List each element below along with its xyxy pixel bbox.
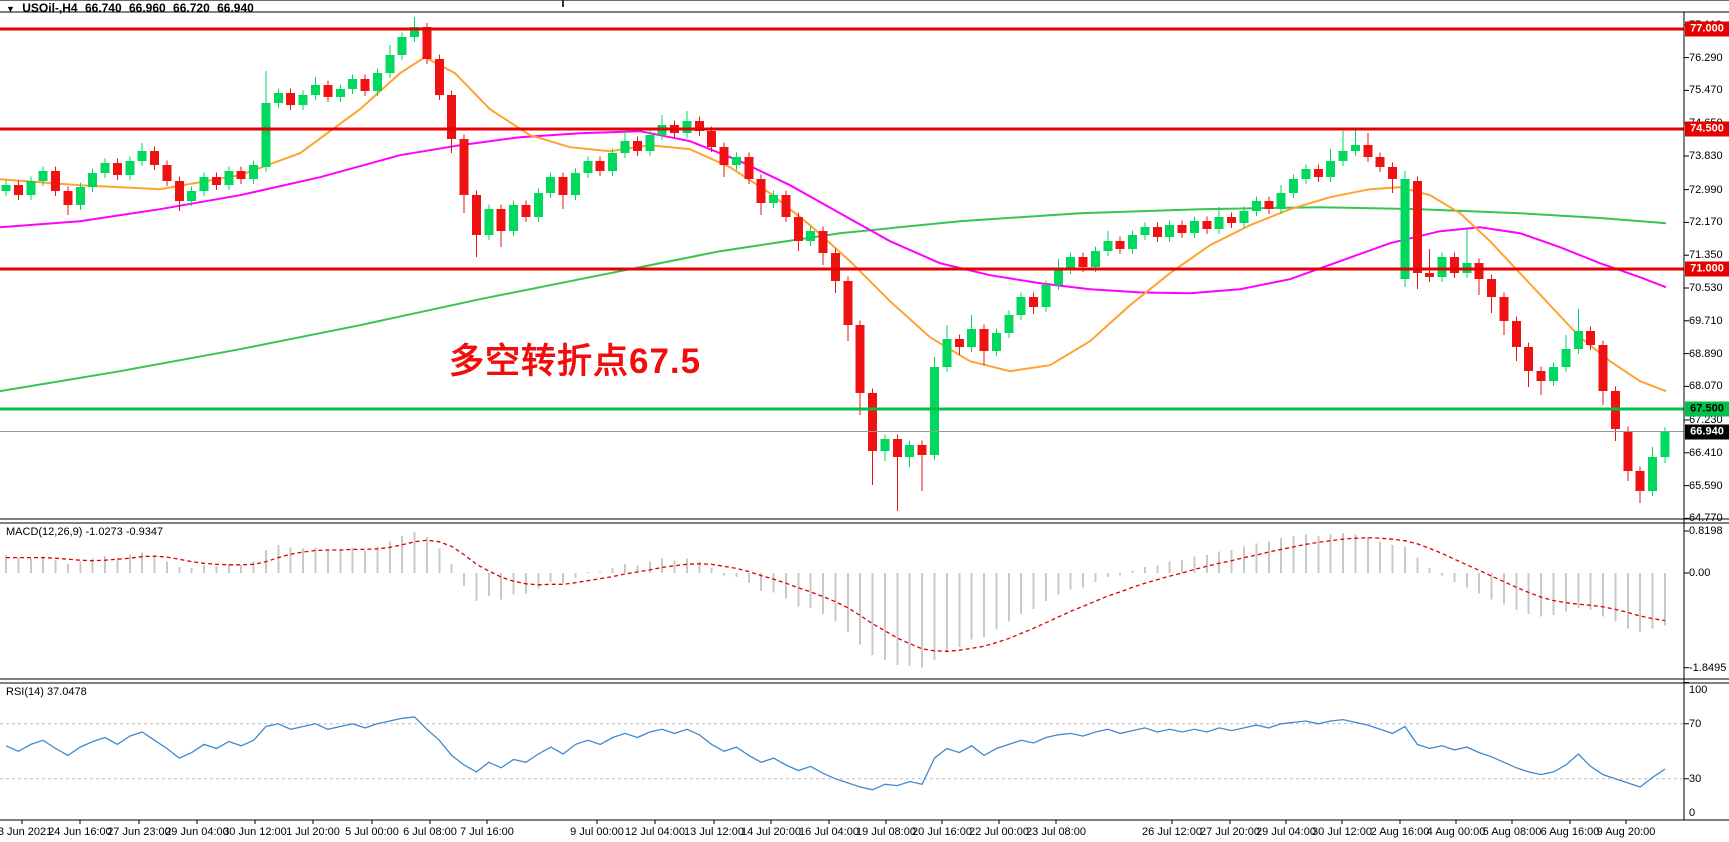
macd-histogram: [5, 532, 1666, 668]
rsi-panel-area[interactable]: [0, 683, 1684, 820]
macd-label: MACD(12,26,9) -1.0273 -0.9347: [6, 526, 164, 538]
macd-values: -1.0273 -0.9347: [85, 526, 164, 538]
rsi-line: [5, 716, 1666, 791]
ma-slow-line: [0, 206, 1667, 393]
symbol-dropdown-icon[interactable]: ▼: [6, 4, 15, 14]
window-top-edge: [0, 0, 1729, 1]
rsi-value: 37.0478: [46, 686, 87, 698]
candlestick-layer: [1, 17, 1670, 512]
rsi-label: RSI(14) 37.0478: [6, 686, 87, 698]
main-chart-area[interactable]: [0, 12, 1684, 519]
price-annotation-text[interactable]: 多空转折点67.5: [449, 342, 702, 381]
macd-panel-area[interactable]: [0, 523, 1684, 679]
chart-shift-marker: [562, 0, 564, 7]
